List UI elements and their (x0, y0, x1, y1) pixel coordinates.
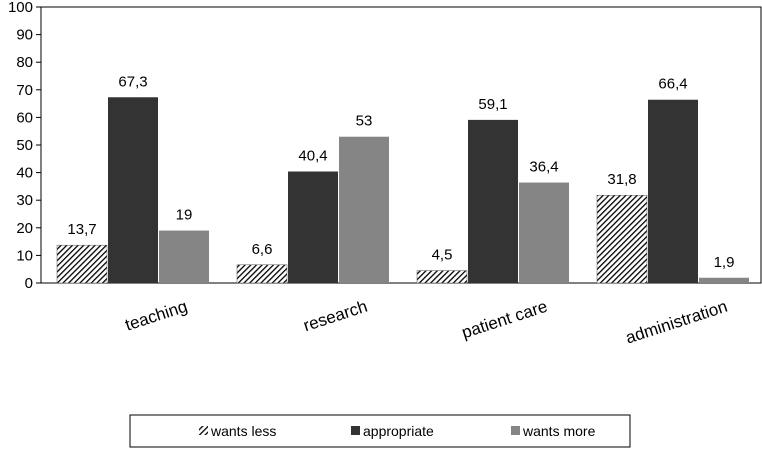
bar-appropriate-research (288, 171, 338, 283)
legend-swatch-appropriate (351, 426, 360, 435)
bar-wants-more-research (339, 136, 389, 283)
y-tick-label: 10 (16, 247, 33, 264)
legend-label: wants more (522, 423, 596, 439)
bar-appropriate-administration (648, 99, 698, 284)
y-tick-label: 70 (16, 82, 33, 99)
y-tick-label: 60 (16, 109, 33, 126)
y-tick-label: 50 (16, 137, 33, 154)
x-category-label: patient care (459, 297, 549, 343)
legend-label: wants less (210, 423, 276, 439)
bar-wants-less-teaching (56, 244, 108, 284)
data-label: 4,5 (432, 247, 453, 264)
y-tick-label: 0 (25, 275, 33, 292)
axes: 0 10 20 30 40 50 60 70 80 90 100 (8, 0, 762, 292)
y-tick-label: 30 (16, 192, 33, 209)
legend-swatch-wants-less (199, 426, 208, 435)
data-label: 6,6 (252, 241, 273, 258)
data-label: 40,4 (298, 147, 327, 164)
data-label: 1,9 (714, 254, 735, 271)
y-tick-label: 80 (16, 54, 33, 71)
y-tick-label: 40 (16, 165, 33, 182)
bar-wants-more-administration (699, 277, 749, 283)
data-label: 31,8 (607, 171, 636, 188)
y-tick-label: 20 (16, 220, 33, 237)
y-tick-label: 90 (16, 27, 33, 44)
bar-appropriate-patient-care (468, 119, 518, 283)
bar-appropriate-teaching (108, 97, 158, 283)
data-label: 53 (356, 113, 373, 130)
data-label: 36,4 (529, 159, 558, 176)
data-label: 67,3 (118, 73, 147, 90)
data-label: 66,4 (658, 76, 687, 93)
data-label: 59,1 (478, 96, 507, 113)
legend-box (129, 414, 631, 448)
legend-label: appropriate (363, 423, 434, 439)
bars: 13,7 67,3 19 teaching 6,6 40,4 53 research 4,5 59… (56, 73, 749, 348)
legend: wants less appropriate wants more (129, 414, 631, 448)
bar-wants-less-patient-care (416, 270, 468, 284)
data-label: 19 (176, 207, 193, 224)
y-tick-label: 100 (8, 0, 33, 16)
x-category-label: administration (623, 297, 730, 348)
x-category-label: teaching (123, 297, 190, 335)
bar-wants-more-patient-care (519, 182, 569, 283)
data-label: 13,7 (67, 221, 96, 238)
bar-wants-less-research (236, 264, 288, 284)
x-category-label: research (301, 297, 370, 336)
bar-wants-more-teaching (159, 230, 209, 283)
bar-wants-less-administration (596, 194, 648, 284)
legend-swatch-wants-more (511, 426, 520, 435)
